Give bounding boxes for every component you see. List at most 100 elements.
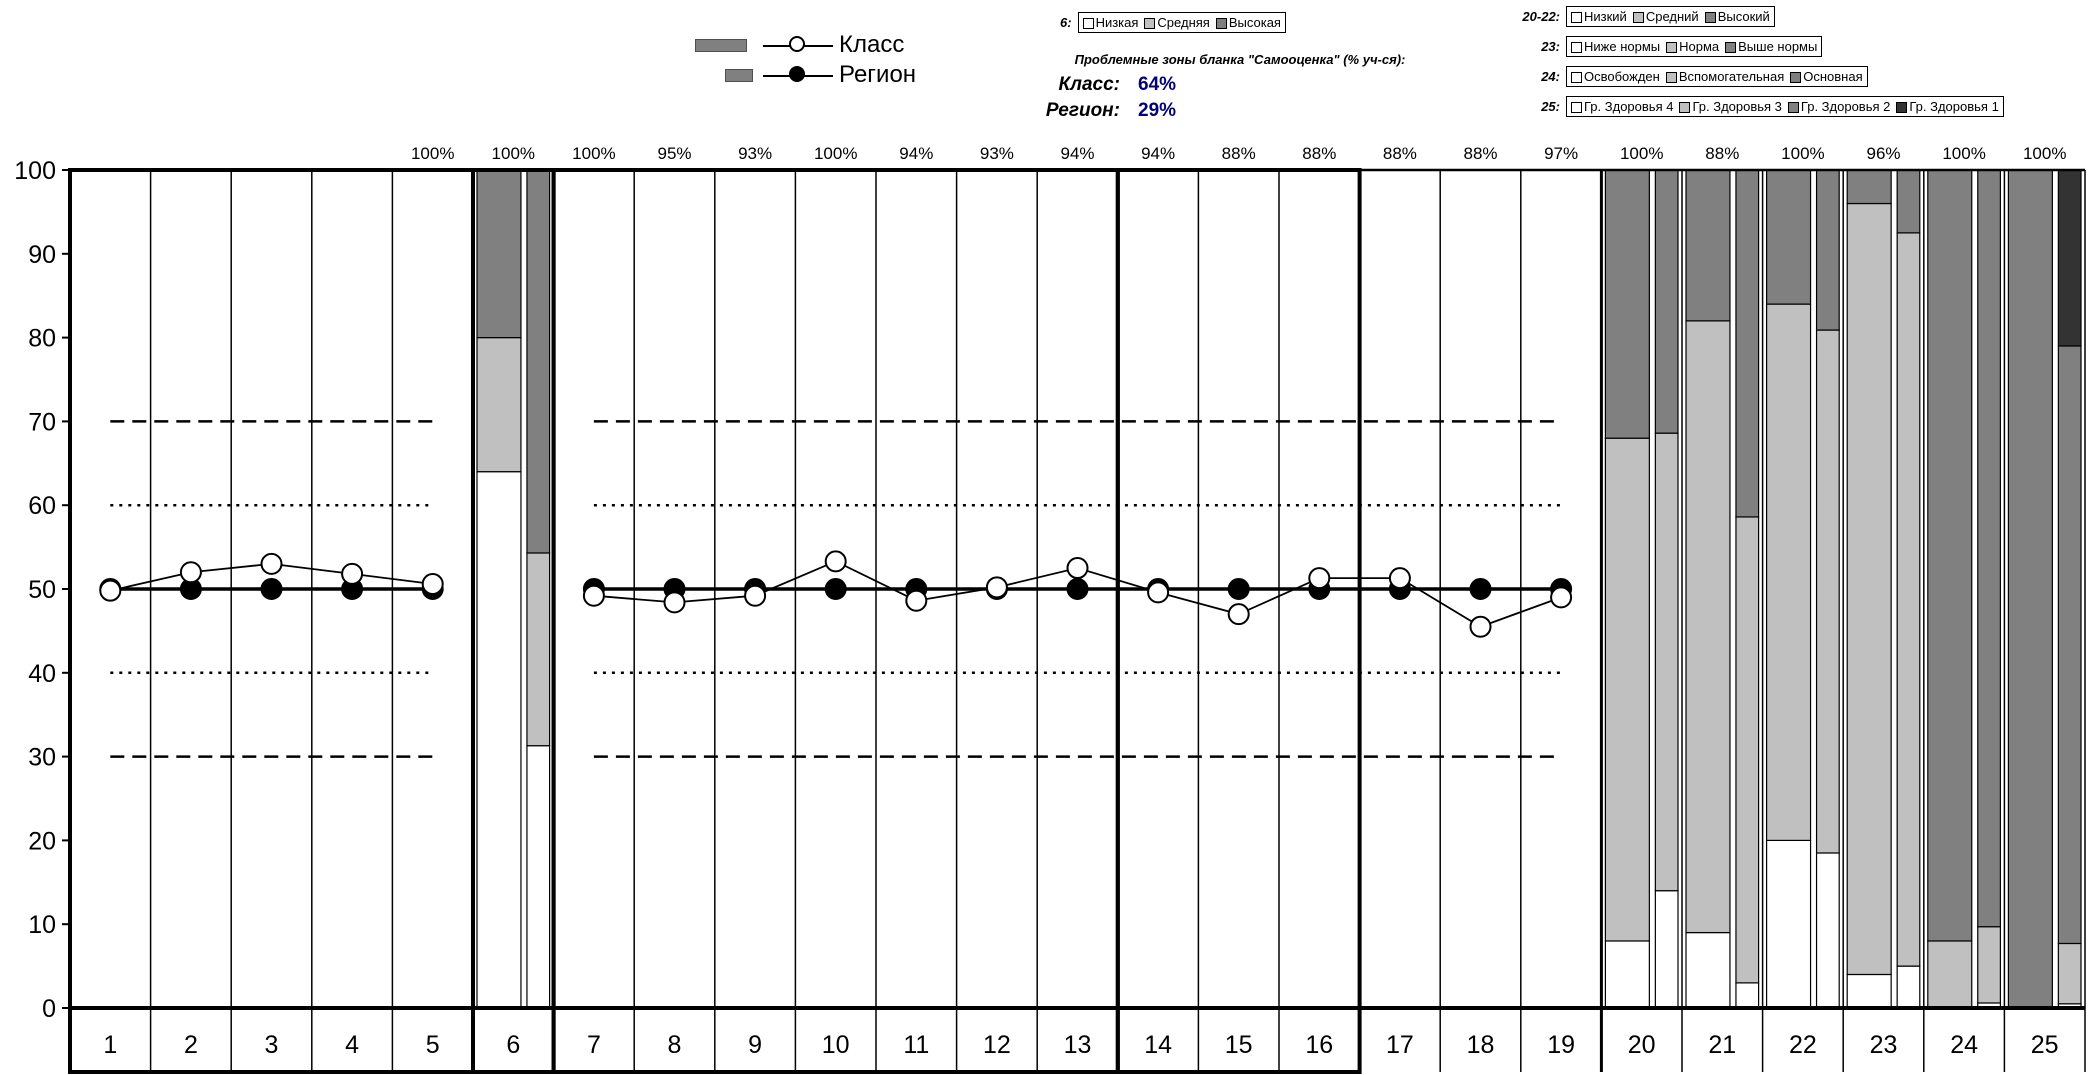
legend-23: 23: Ниже нормы Норма Выше нормы xyxy=(1500,36,1823,57)
top-percent-label-7: 100% xyxy=(572,144,615,163)
legend-region: Регион xyxy=(695,61,916,88)
x-tick-label-11: 11 xyxy=(903,1031,929,1059)
bar-class-q22-seg3 xyxy=(1765,169,1812,305)
group-frame xyxy=(551,168,1120,1074)
class-point-5 xyxy=(421,572,444,595)
region-point-15 xyxy=(1227,578,1250,600)
bar-region-q6-seg3 xyxy=(526,169,551,554)
bar-class-q21-seg3 xyxy=(1685,169,1731,322)
top-percent-label-19: 97% xyxy=(1544,144,1578,163)
legend-23-item-2: Норма xyxy=(1679,39,1720,54)
class-point-11 xyxy=(905,589,928,612)
y-tick-label-60: 60 xyxy=(28,492,56,520)
legend-25-key: 25: xyxy=(1541,99,1560,114)
y-tick-label-80: 80 xyxy=(28,325,56,353)
legend-20-22-item-2: Средний xyxy=(1645,9,1699,24)
top-percent-label-5: 100% xyxy=(411,144,454,163)
x-tick-label-12: 12 xyxy=(983,1031,1011,1059)
q6-key: 6: xyxy=(1060,15,1072,30)
x-tick-label-2: 2 xyxy=(184,1031,198,1059)
legend-region-marker xyxy=(763,65,833,85)
legend-class-bar-swatch xyxy=(695,38,747,52)
bar-region-q20-seg2 xyxy=(1654,432,1679,892)
legend-24: 24: Освобожден Вспомогательная Основная xyxy=(1500,66,1868,87)
bar-class-q23-seg3 xyxy=(1846,169,1892,205)
group-frame xyxy=(1115,168,1362,1074)
class-point-12 xyxy=(985,576,1008,599)
legend-25-item-4: Гр. Здоровья 1 xyxy=(1909,99,1999,114)
white-swatch xyxy=(1082,18,1094,30)
region-stat-key: Регион: xyxy=(1045,100,1120,121)
right-legend: 20-22: Низкий Средний Высокий 23: Ниже н… xyxy=(1500,6,2090,130)
y-tick-label-20: 20 xyxy=(28,827,56,855)
y-tick-label-100: 100 xyxy=(14,157,56,185)
x-tick-label-7: 7 xyxy=(587,1031,601,1059)
class-point-2 xyxy=(179,561,202,584)
top-percent-label-25: 100% xyxy=(2023,144,2066,163)
x-tick-label-15: 15 xyxy=(1225,1031,1253,1059)
legend-20-22: 20-22: Низкий Средний Высокий xyxy=(1500,6,1775,27)
q6-item-mid: Средняя xyxy=(1157,15,1210,30)
bar-class-q20-seg1 xyxy=(1604,940,1650,1009)
legend-20-22-item-3: Высокий xyxy=(1717,9,1770,24)
y-tick-label-0: 0 xyxy=(42,995,56,1023)
bar-class-q6-seg3 xyxy=(476,169,522,339)
class-point-3 xyxy=(260,552,283,575)
class-stat-value: 64% xyxy=(1138,74,1177,95)
legend-class-marker xyxy=(763,35,833,55)
bar-region-q20-seg3 xyxy=(1654,169,1679,434)
bar-class-q23-seg1 xyxy=(1846,973,1892,1009)
bar-class-q21-seg2 xyxy=(1685,320,1731,934)
x-tick-label-6: 6 xyxy=(506,1031,520,1059)
bar-region-q22-seg2 xyxy=(1815,329,1840,854)
bar-class-q20-seg2 xyxy=(1604,437,1650,942)
legend-24-key: 24: xyxy=(1541,69,1560,84)
bar-class-q24-seg2 xyxy=(1927,940,1973,1009)
class-point-13 xyxy=(1066,557,1089,580)
x-tick-label-16: 16 xyxy=(1305,1031,1333,1059)
bar-region-q21-seg3 xyxy=(1735,169,1760,518)
x-tick-label-8: 8 xyxy=(668,1031,682,1059)
y-tick-label-90: 90 xyxy=(28,241,56,269)
x-tick-label-1: 1 xyxy=(103,1031,117,1059)
y-tick-label-10: 10 xyxy=(28,911,56,939)
x-tick-label-21: 21 xyxy=(1708,1031,1736,1059)
class-point-1 xyxy=(99,579,122,602)
x-tick-label-18: 18 xyxy=(1467,1031,1495,1059)
legend-23-key: 23: xyxy=(1541,39,1560,54)
top-percent-label-12: 93% xyxy=(980,144,1014,163)
region-stat-value: 29% xyxy=(1138,100,1177,121)
x-tick-label-5: 5 xyxy=(426,1031,440,1059)
legend-25: 25: Гр. Здоровья 4 Гр. Здоровья 3 Гр. Зд… xyxy=(1500,96,2004,117)
x-tick-label-9: 9 xyxy=(748,1031,762,1059)
bar-class-q21-seg1 xyxy=(1685,931,1731,1009)
bar-region-q6-seg2 xyxy=(526,552,551,747)
top-percent-label-16: 88% xyxy=(1302,144,1336,163)
legend-24-item-1: Освобожден xyxy=(1584,69,1660,84)
bar-region-q25-seg3 xyxy=(2057,345,2082,945)
class-point-19 xyxy=(1550,586,1573,609)
dark-swatch xyxy=(1215,18,1227,30)
x-tick-label-19: 19 xyxy=(1547,1031,1575,1059)
bar-class-q24-seg3 xyxy=(1927,169,1973,942)
top-percent-label-9: 93% xyxy=(738,144,772,163)
bar-class-q6-seg1 xyxy=(476,471,522,1009)
class-point-9 xyxy=(744,584,767,607)
top-percent-label-8: 95% xyxy=(657,144,691,163)
q6-legend-box: Низкая Средняя Высокая xyxy=(1077,12,1286,33)
class-point-10 xyxy=(824,550,847,573)
class-stat: Класс: 64% xyxy=(1010,74,1176,96)
x-tick-label-24: 24 xyxy=(1950,1031,1978,1059)
legend-25-item-1: Гр. Здоровья 4 xyxy=(1584,99,1674,114)
legend-24-item-2: Вспомогательная xyxy=(1678,69,1785,84)
top-percent-label-20: 100% xyxy=(1620,144,1663,163)
bar-region-q22-seg3 xyxy=(1815,169,1840,331)
legend-24-item-3: Основная xyxy=(1803,69,1863,84)
legend-region-bar-swatch xyxy=(725,68,753,82)
bar-class-q23-seg2 xyxy=(1846,202,1892,976)
region-point-18 xyxy=(1469,578,1492,600)
top-percent-label-23: 96% xyxy=(1866,144,1900,163)
class-point-14 xyxy=(1147,581,1170,604)
bar-region-q24-seg3 xyxy=(1977,169,2001,928)
